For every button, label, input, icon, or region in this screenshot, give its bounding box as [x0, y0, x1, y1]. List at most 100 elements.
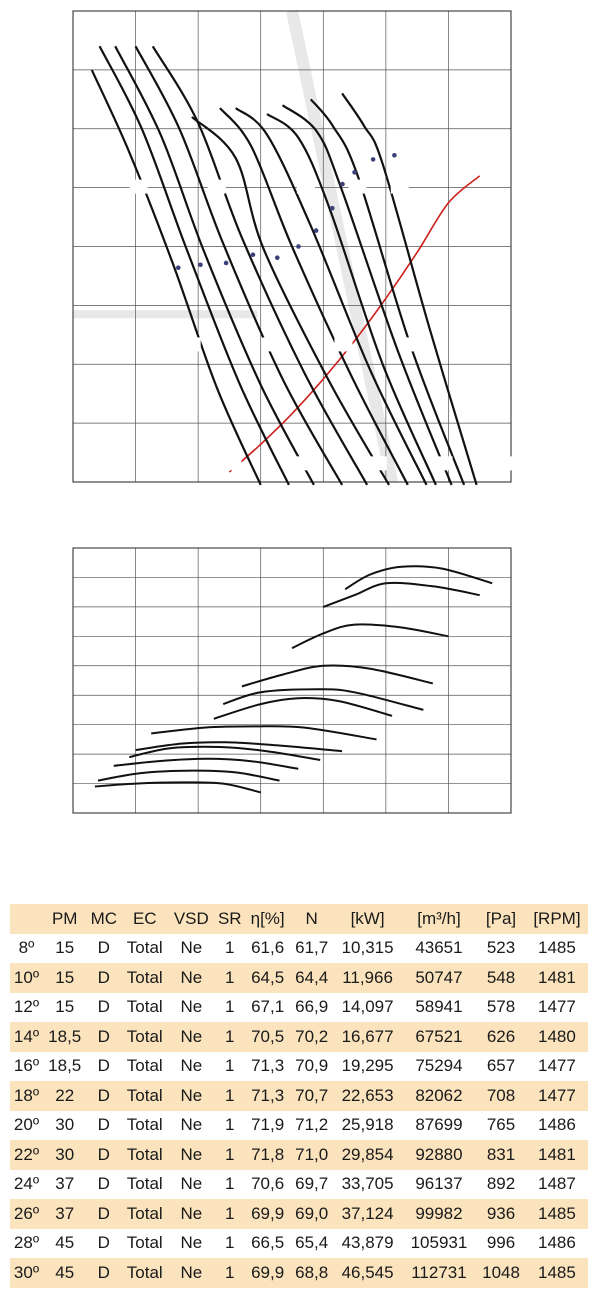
- table-cell: Ne: [168, 1081, 215, 1111]
- table-cell: Total: [126, 1233, 163, 1253]
- table-cell: 26º: [10, 1199, 43, 1229]
- table-cell: 46,545: [333, 1258, 402, 1288]
- table-header-cell: [10, 904, 43, 934]
- table-cell: D: [97, 1056, 110, 1076]
- table-cell: D: [97, 1174, 110, 1194]
- power-curve: [129, 745, 321, 761]
- operating-point: [313, 228, 319, 233]
- pressure-curve: [114, 45, 315, 486]
- table-row: 20º 30 D Total Ne 1 71,9 71,2 25,918 87699 765 1486: [10, 1111, 588, 1141]
- table-cell: Total: [126, 1056, 163, 1076]
- table-cell: 1: [225, 1174, 235, 1194]
- table-header-cell: EC: [121, 904, 169, 934]
- table-cell: 14º: [10, 1022, 43, 1052]
- table-header-cell: η[%]: [245, 904, 290, 934]
- table-cell: Ne: [180, 997, 203, 1017]
- table-cell: 1: [225, 997, 235, 1017]
- table-cell: 70,9: [295, 1056, 329, 1076]
- power-curve: [97, 769, 280, 782]
- table-cell: 45: [55, 1233, 75, 1253]
- table-cell: 1477: [525, 1081, 588, 1111]
- noise-label-bg: [403, 337, 422, 352]
- table-cell: 936: [476, 1199, 526, 1229]
- power-curve: [222, 688, 424, 711]
- table-cell: 24º: [13, 1174, 40, 1194]
- table-cell: 70,6: [251, 1174, 285, 1194]
- table-cell: 99982: [401, 1199, 477, 1229]
- table-cell: 1481: [525, 1140, 588, 1170]
- table-cell: D: [86, 963, 122, 993]
- table-cell: 65,4: [295, 1233, 329, 1253]
- noise-label-bg: [292, 456, 311, 471]
- table-cell: Ne: [180, 1115, 203, 1135]
- table-row: 16º 18,5 D Total Ne 1 71,3 70,9 19,295 75294 657 14…: [10, 1052, 588, 1082]
- operating-point: [392, 152, 397, 158]
- table-cell: 61,6: [251, 938, 285, 958]
- table-cell: Ne: [180, 1056, 203, 1076]
- table-cell: 58941: [415, 997, 463, 1017]
- table-cell: 831: [476, 1140, 526, 1170]
- pressure-curve: [234, 107, 428, 486]
- table-cell: 20º: [13, 1115, 40, 1135]
- table-cell: 1485: [525, 1199, 588, 1229]
- table-cell: 30: [55, 1115, 75, 1135]
- fan-spec-table: PM MC EC VSD SR η[%] N [kW] [m³/h] [Pa] [RPM] 8º 15…: [10, 904, 588, 1288]
- table-cell: 1485: [538, 938, 576, 958]
- table-cell: 15: [55, 997, 75, 1017]
- table-cell: D: [86, 1081, 122, 1111]
- pressure-curve: [151, 45, 369, 486]
- table-body: 8º 15 D Total Ne 1 61,6 61,7 10,315 43651 523 1485 1…: [10, 934, 588, 1288]
- operating-point: [274, 255, 280, 260]
- noise-label-bg: [223, 456, 242, 471]
- table-cell: 1486: [538, 1115, 576, 1135]
- table-cell: 70,7: [289, 1081, 334, 1111]
- power-curve: [113, 757, 299, 770]
- table-cell: 75294: [415, 1056, 463, 1076]
- table-cell: 71,2: [295, 1115, 329, 1135]
- table-cell: 1: [214, 963, 246, 993]
- table-cell: 71,9: [251, 1115, 285, 1135]
- noise-label-bg: [296, 179, 315, 194]
- pressure-curve: [281, 104, 453, 486]
- table-cell: 71,8: [245, 1140, 290, 1170]
- operating-point: [329, 205, 335, 211]
- table-cell: Ne: [168, 1140, 215, 1170]
- table-cell: 10,315: [341, 938, 394, 958]
- table-header-cell: PM: [42, 904, 87, 934]
- table-row: 12º 15 D Total Ne 1 67,1 66,9 14,097 58941 578 1477: [10, 993, 588, 1023]
- table-cell: 37: [42, 1199, 87, 1229]
- power-curve: [94, 781, 261, 794]
- table-cell: Total: [121, 1258, 169, 1288]
- table-cell: 16º: [13, 1056, 40, 1076]
- table-cell: 43651: [415, 938, 463, 958]
- table-cell: 112731: [401, 1258, 477, 1288]
- table-cell: 1: [225, 1056, 235, 1076]
- pressure-curve: [191, 116, 390, 486]
- table-cell: 523: [486, 938, 516, 958]
- table-cell: 1480: [525, 1022, 588, 1052]
- table-header-cell: [kW]: [333, 904, 402, 934]
- table-cell: Ne: [180, 938, 203, 958]
- power-curve: [291, 623, 449, 650]
- table-cell: 1485: [525, 1258, 588, 1288]
- table-cell: 1: [214, 1081, 246, 1111]
- table-cell: 626: [476, 1022, 526, 1052]
- table-row: 22º 30 D Total Ne 1 71,8 71,0 29,854 92880 831 1481: [10, 1140, 588, 1170]
- table-cell: D: [86, 1258, 122, 1288]
- table-cell: Total: [121, 963, 169, 993]
- table-cell: 37,124: [333, 1199, 402, 1229]
- power-curve: [322, 581, 480, 608]
- power-chart: [72, 547, 512, 814]
- operating-point: [296, 244, 301, 249]
- table-cell: D: [86, 1022, 122, 1052]
- table-cell: 45: [42, 1258, 87, 1288]
- table-header-cell: MC: [86, 904, 122, 934]
- table-cell: 1: [214, 1258, 246, 1288]
- table-cell: 16,677: [333, 1022, 402, 1052]
- table-row: 24º 37 D Total Ne 1 70,6 69,7 33,705 96137 892 1487: [10, 1170, 588, 1200]
- table-cell: 892: [486, 1174, 516, 1194]
- pressure-curve: [219, 107, 409, 486]
- table-header-row: PM MC EC VSD SR η[%] N [kW] [m³/h] [Pa] [RPM]: [10, 904, 588, 934]
- table-cell: 30º: [10, 1258, 43, 1288]
- pressure-curve: [341, 92, 478, 486]
